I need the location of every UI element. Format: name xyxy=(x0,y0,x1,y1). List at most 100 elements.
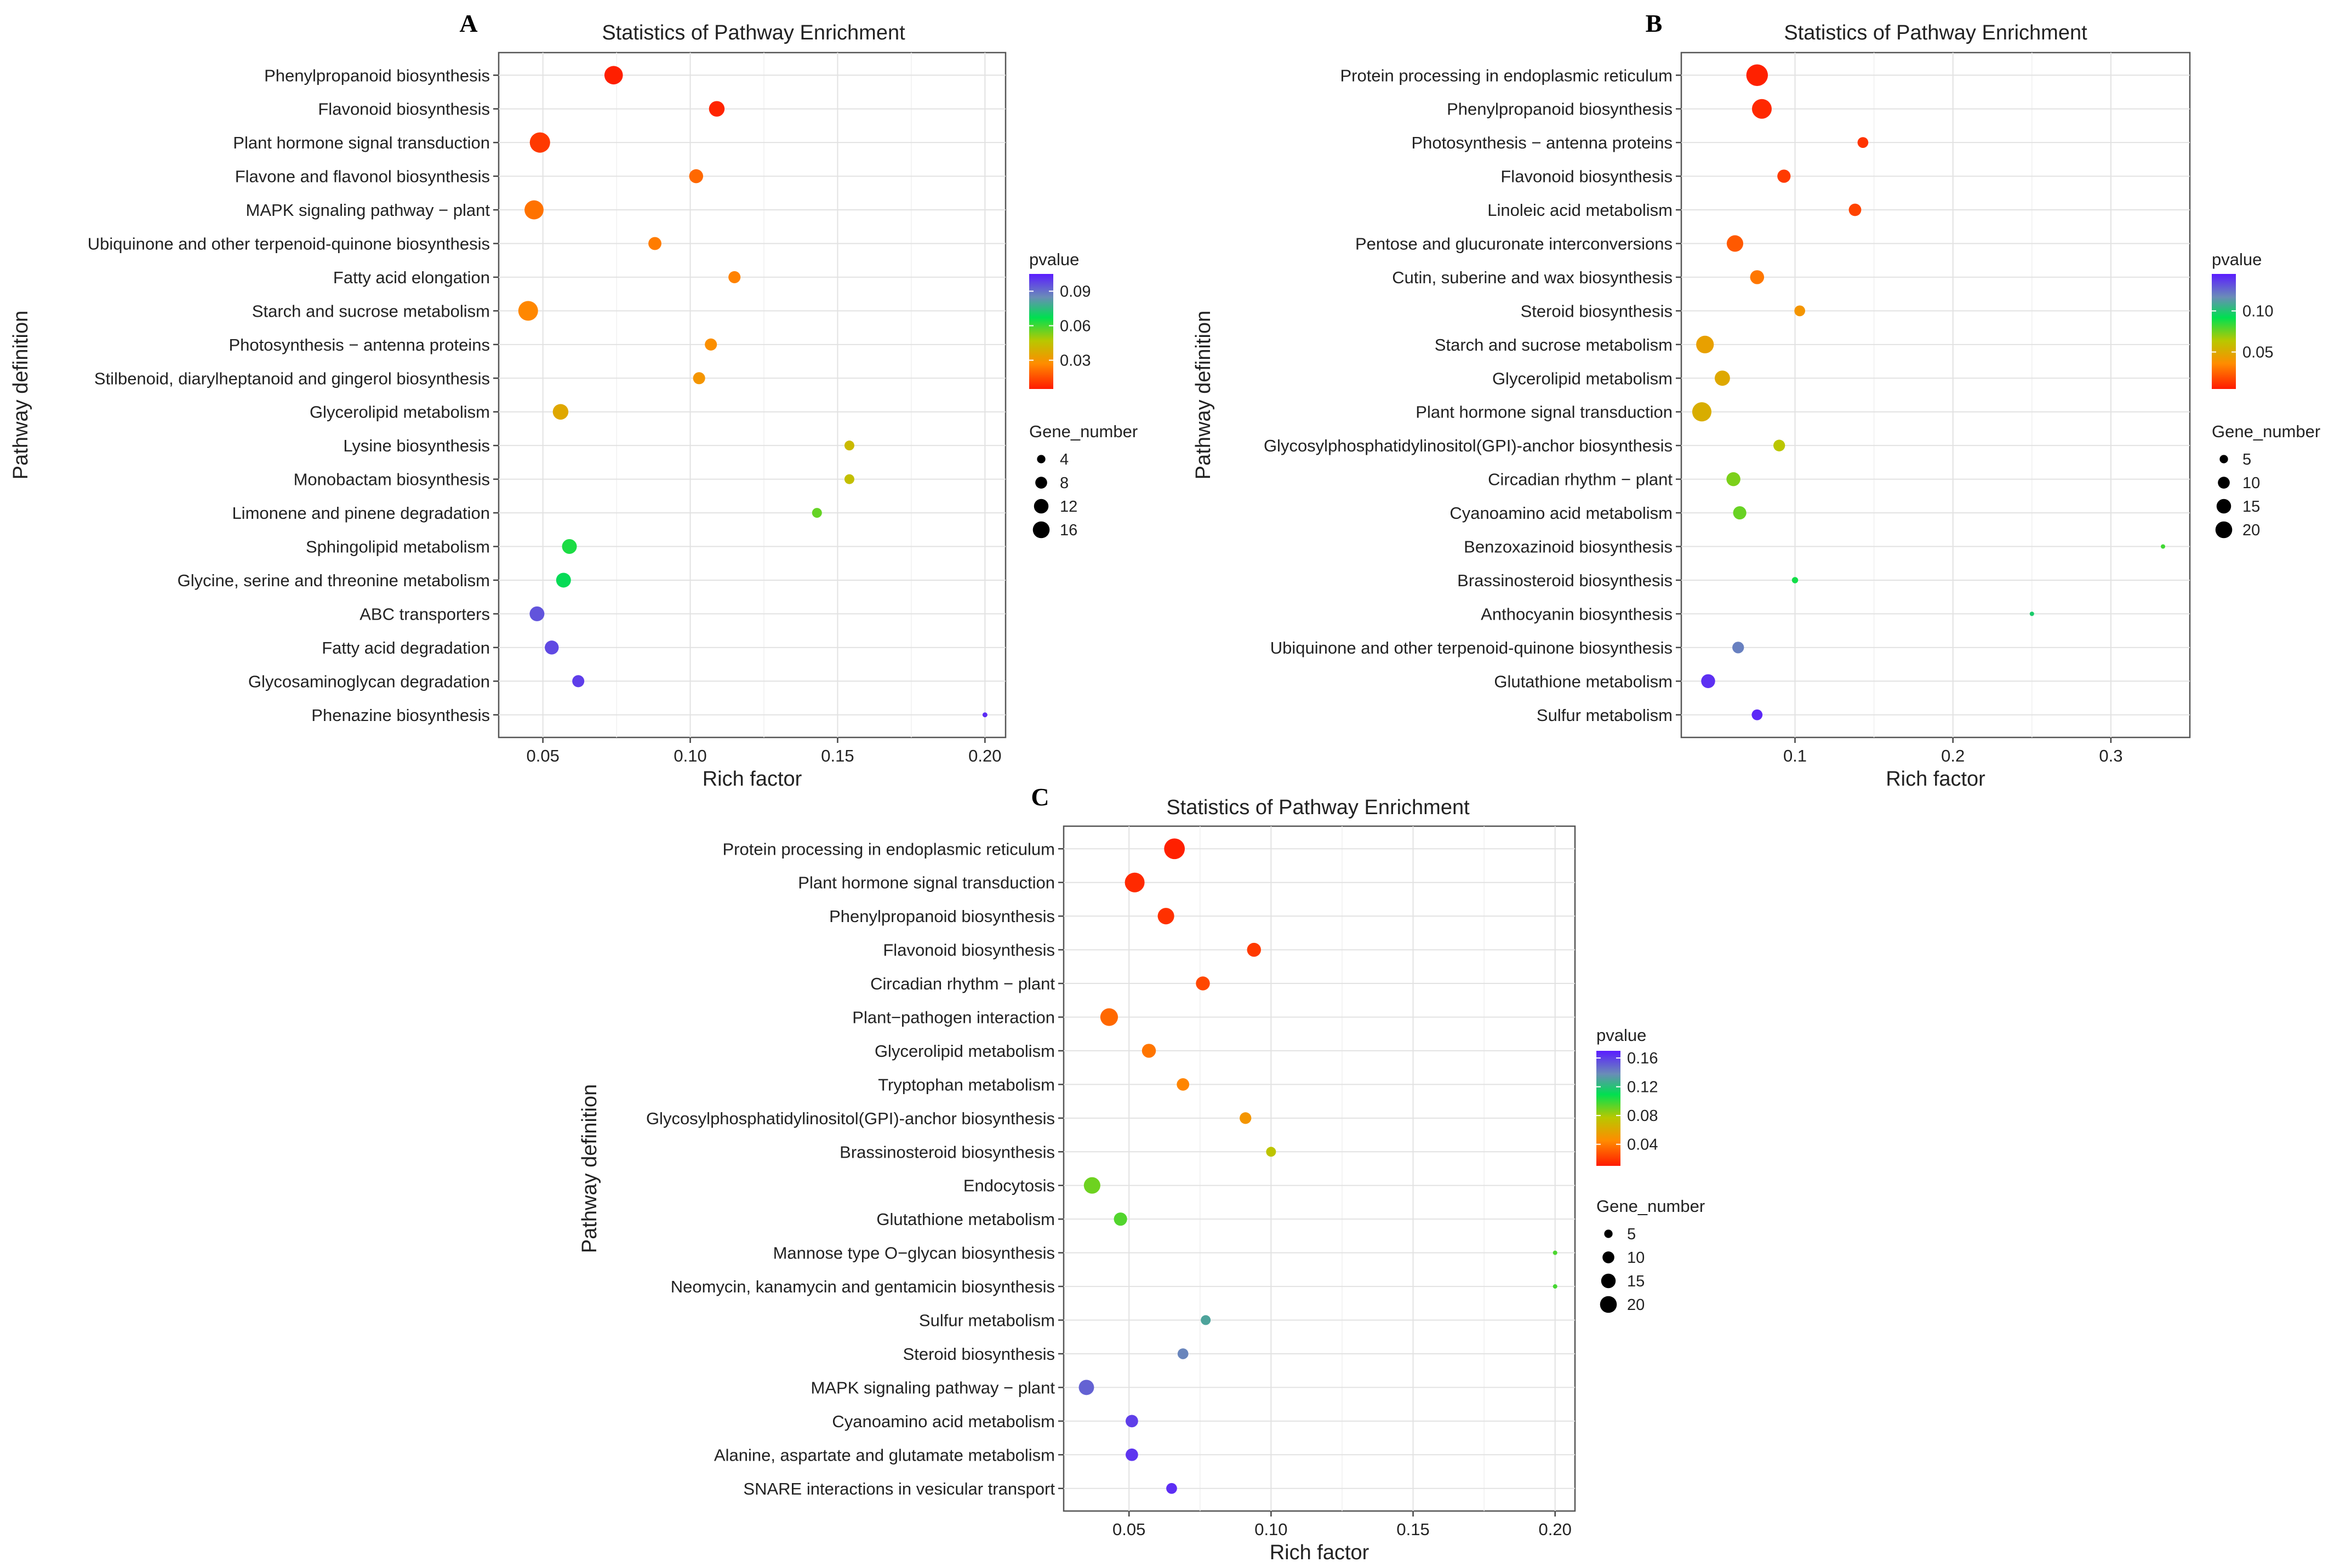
y-tick-label: Phenylpropanoid biosynthesis xyxy=(1447,100,1673,119)
y-tick-label: Fatty acid degradation xyxy=(322,638,490,657)
data-point xyxy=(1078,1380,1094,1395)
x-tick-label: 0.3 xyxy=(2099,746,2122,765)
y-tick-label: ABC transporters xyxy=(359,604,490,623)
color-legend-label: 0.12 xyxy=(1627,1079,1658,1096)
y-tick-label: Endocytosis xyxy=(963,1176,1055,1195)
data-point xyxy=(1177,1348,1189,1359)
size-legend-label: 8 xyxy=(1060,474,1069,492)
y-tick-label: Protein processing in endoplasmic reticu… xyxy=(1340,66,1673,85)
data-point xyxy=(518,301,538,321)
size-legend-label: 5 xyxy=(1627,1226,1636,1243)
data-point xyxy=(812,508,822,518)
size-legend-label: 15 xyxy=(2242,498,2260,516)
plot-area xyxy=(1063,825,1576,1512)
data-point xyxy=(545,640,559,655)
size-legend-dot xyxy=(1034,499,1049,514)
data-point xyxy=(1701,674,1715,689)
panel-a: A Statistics of Pathway Enrichment Phenylp… xyxy=(9,9,1138,791)
plot-area xyxy=(498,51,1007,739)
y-tick-label: Tryptophan metabolism xyxy=(878,1075,1055,1094)
size-legend-label: 20 xyxy=(2242,522,2260,539)
y-tick-label: Glycosylphosphatidylinositol(GPI)-anchor… xyxy=(1264,436,1673,455)
color-bar xyxy=(1029,274,1053,389)
y-axis-label: Pathway definition xyxy=(578,1084,601,1253)
y-tick-label: Glutathione metabolism xyxy=(876,1210,1055,1229)
size-legend-label: 15 xyxy=(1627,1273,1645,1290)
x-tick-label: 0.05 xyxy=(1112,1520,1145,1539)
y-tick-label: Glycerolipid metabolism xyxy=(310,403,490,422)
size-legend-title: Gene_number xyxy=(1029,422,1138,441)
y-tick-label: Cutin, suberine and wax biosynthesis xyxy=(1392,268,1673,287)
x-tick-label: 0.15 xyxy=(1396,1520,1429,1539)
data-point xyxy=(648,237,661,250)
data-point xyxy=(529,606,545,621)
data-point xyxy=(2160,544,2166,549)
data-point xyxy=(844,474,854,484)
data-point xyxy=(982,712,988,718)
y-tick-label: Neomycin, kanamycin and gentamicin biosy… xyxy=(671,1277,1055,1296)
y-tick-label: Monobactam biosynthesis xyxy=(294,470,490,489)
data-point xyxy=(1114,1212,1127,1226)
data-point xyxy=(1125,872,1145,892)
data-point xyxy=(1726,235,1744,252)
x-tick-label: 0.05 xyxy=(526,746,559,765)
data-point xyxy=(705,338,717,351)
color-legend-label: 0.10 xyxy=(2242,303,2273,321)
y-tick-label: Cyanoamino acid metabolism xyxy=(1449,503,1673,523)
color-legend-label: 0.04 xyxy=(1627,1136,1658,1154)
y-tick-label: Brassinosteroid biosynthesis xyxy=(840,1142,1055,1161)
y-tick-label: Limonene and pinene degradation xyxy=(232,503,490,523)
y-tick-label: Benzoxazinoid biosynthesis xyxy=(1464,537,1673,557)
size-legend-dot xyxy=(1035,477,1047,489)
color-legend-label: 0.08 xyxy=(1627,1107,1658,1125)
data-point xyxy=(1196,976,1210,991)
data-point xyxy=(1696,335,1714,353)
y-tick-label: Glycosylphosphatidylinositol(GPI)-anchor… xyxy=(646,1109,1055,1128)
size-legend-dot xyxy=(2218,477,2230,489)
data-point xyxy=(1746,64,1768,86)
data-point xyxy=(1201,1315,1211,1325)
y-tick-label: SNARE interactions in vesicular transpor… xyxy=(743,1479,1055,1498)
size-legend-label: 12 xyxy=(1060,498,1077,516)
panel-letter: C xyxy=(1031,783,1049,811)
data-point xyxy=(562,539,577,554)
data-point xyxy=(1142,1044,1156,1058)
y-tick-label: Phenazine biosynthesis xyxy=(311,706,490,725)
y-tick-label: Photosynthesis − antenna proteins xyxy=(229,335,490,354)
data-point xyxy=(844,440,854,451)
y-tick-label: Plant hormone signal transduction xyxy=(233,133,490,152)
x-tick-label: 0.1 xyxy=(1783,746,1807,765)
y-tick-label: Protein processing in endoplasmic reticu… xyxy=(722,839,1055,859)
data-point xyxy=(529,132,550,153)
y-tick-label: Sulfur metabolism xyxy=(1537,706,1673,725)
size-legend-label: 16 xyxy=(1060,522,1077,539)
size-legend-title: Gene_number xyxy=(1596,1197,1705,1216)
y-tick-label: Stilbenoid, diarylheptanoid and gingerol… xyxy=(94,369,490,388)
x-tick-label: 0.20 xyxy=(968,746,1001,765)
y-tick-label: Steroid biosynthesis xyxy=(1521,301,1673,321)
y-tick-label: MAPK signaling pathway − plant xyxy=(811,1378,1055,1397)
x-axis-label: Rich factor xyxy=(703,768,802,791)
size-legend-dot xyxy=(2219,455,2228,463)
data-point xyxy=(1126,1415,1138,1428)
size-legend-label: 4 xyxy=(1060,451,1069,468)
data-point xyxy=(709,101,725,117)
y-tick-label: Circadian rhythm − plant xyxy=(1488,470,1673,489)
data-point xyxy=(524,200,544,220)
y-tick-label: Flavonoid biosynthesis xyxy=(1500,167,1673,186)
x-tick-label: 0.2 xyxy=(1941,746,1965,765)
y-tick-label: Alanine, aspartate and glutamate metabol… xyxy=(714,1445,1055,1464)
size-legend-dot xyxy=(1601,1273,1616,1289)
data-point xyxy=(1750,270,1765,284)
y-tick-label: Sphingolipid metabolism xyxy=(306,537,490,557)
data-point xyxy=(1157,908,1174,925)
y-tick-label: Lysine biosynthesis xyxy=(343,436,490,455)
size-legend-dot xyxy=(1604,1229,1613,1238)
data-point xyxy=(1240,1112,1252,1124)
chart-title: Statistics of Pathway Enrichment xyxy=(1166,796,1470,819)
data-point xyxy=(693,372,705,385)
x-tick-label: 0.20 xyxy=(1539,1520,1572,1539)
data-point xyxy=(1177,1078,1190,1091)
y-tick-label: MAPK signaling pathway − plant xyxy=(246,201,490,220)
